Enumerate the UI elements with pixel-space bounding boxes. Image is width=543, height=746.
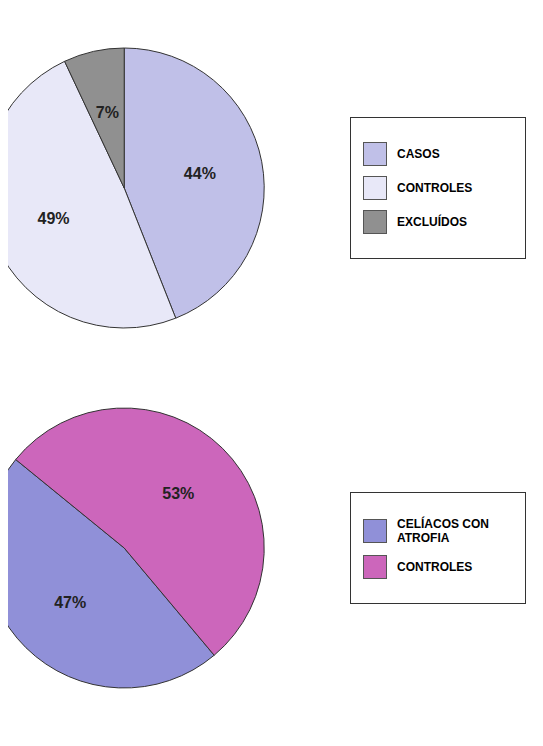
html-text:CONTROLES: CONTROLES [397,181,473,195]
html-text:CASOS: CASOS [397,147,440,161]
html-text:EXCLUÍDOS: EXCLUÍDOS [397,215,467,229]
html-text:CONTROLES: CONTROLES [397,560,473,574]
svg-text:53%: 53% [162,485,194,502]
svg-text:7%: 7% [96,104,119,121]
svg-text:49%: 49% [38,210,70,227]
svg-text:44%: 44% [184,165,216,182]
html-text:CELÍACOS CON ATROFIA: CELÍACOS CON ATROFIA [397,517,489,545]
svg-text:47%: 47% [54,594,86,611]
